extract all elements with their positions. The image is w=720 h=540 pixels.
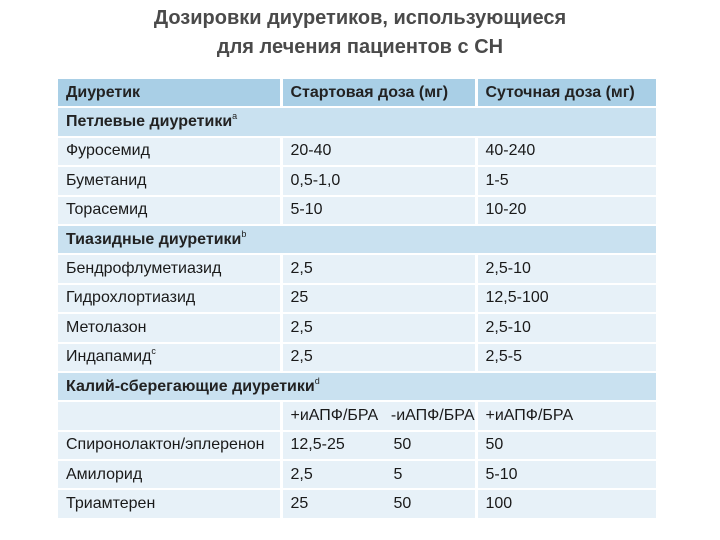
- subheader-daily-with-ace: +иАПФ/БРА: [476, 401, 656, 432]
- daily-dose: 5-10: [476, 460, 656, 491]
- drug-name: Буметанид: [58, 166, 283, 197]
- table-row: Фуросемид 20-40 40-240: [58, 136, 656, 168]
- table-row: Гидрохлортиазид 25 12,5-100: [58, 283, 656, 315]
- footnote-mark: c: [151, 346, 156, 357]
- table-row: Метолазон 2,5 2,5-10: [58, 313, 656, 344]
- dose-with-ace: 12,5-25: [290, 436, 345, 454]
- drug-name: Бендрофлуметиазид: [58, 254, 283, 285]
- drug-name: Индапамидc: [58, 342, 283, 373]
- table-row: Бендрофлуметиазид 2,5 2,5-10: [58, 254, 656, 285]
- start-dose: 25 50: [281, 489, 478, 520]
- table-row: Триамтерен 25 50 100: [58, 489, 656, 520]
- start-dose: 12,5-25 50: [281, 430, 478, 462]
- dose-with-ace: 2,5: [290, 465, 313, 483]
- header-start-dose: Стартовая доза (мг): [281, 79, 478, 109]
- title-line-1: Дозировки диуретиков, использующиеся: [153, 7, 567, 29]
- dose-without-ace: 50: [393, 436, 412, 454]
- drug-name: Спиронолактон/эплеренон: [58, 430, 283, 462]
- daily-dose: 1-5: [476, 166, 656, 197]
- table-row: Торасемид 5-10 10-20: [58, 195, 656, 226]
- drug-name: Амилорид: [58, 460, 283, 491]
- start-dose: 2,5 5: [281, 460, 478, 491]
- header-diuretic: Диуретик: [58, 79, 283, 109]
- start-dose: 2,5: [281, 254, 478, 285]
- group-label-thiazide: Тиазидные диуретикиb: [58, 224, 656, 256]
- table-row: Буметанид 0,5-1,0 1-5: [58, 166, 656, 197]
- footnote-mark: d: [314, 375, 320, 386]
- group-row-thiazide: Тиазидные диуретикиb: [58, 224, 656, 256]
- daily-dose: 12,5-100: [476, 283, 656, 315]
- start-dose: 20-40: [281, 136, 478, 168]
- drug-name: Метолазон: [58, 313, 283, 344]
- table-row: Амилорид 2,5 5 5-10: [58, 460, 656, 491]
- daily-dose: 40-240: [476, 136, 656, 168]
- daily-dose: 2,5-5: [476, 342, 656, 373]
- daily-dose: 2,5-10: [476, 254, 656, 285]
- start-dose: 2,5: [281, 342, 478, 373]
- start-dose: 0,5-1,0: [281, 166, 478, 197]
- start-dose: 2,5: [281, 313, 478, 344]
- daily-dose: 50: [476, 430, 656, 462]
- start-dose: 25: [281, 283, 478, 315]
- dose-without-ace: 5: [393, 465, 403, 483]
- daily-dose: 10-20: [476, 195, 656, 226]
- potassium-subheader-row: +иАПФ/БРА -иАПФ/БРА +иАПФ/БРА: [58, 401, 656, 432]
- dose-without-ace: 50: [393, 495, 412, 513]
- start-dose: 5-10: [281, 195, 478, 226]
- group-row-loop: Петлевые диуретикиa: [58, 107, 656, 138]
- header-daily-dose: Суточная доза (мг): [476, 79, 656, 109]
- subheader-without-ace: -иАПФ/БРА: [390, 406, 475, 424]
- dose-with-ace: 25: [290, 495, 309, 513]
- table-header-row: Диуретик Стартовая доза (мг) Суточная до…: [58, 79, 656, 109]
- footnote-mark: a: [232, 111, 238, 122]
- page-title: Дозировки диуретиков, использующиеся для…: [0, 4, 720, 62]
- footnote-mark: b: [241, 228, 247, 239]
- subheader-with-ace: +иАПФ/БРА: [290, 406, 379, 424]
- table-row: Спиронолактон/эплеренон 12,5-25 50 50: [58, 430, 656, 462]
- empty-cell: [58, 401, 283, 432]
- group-label-loop: Петлевые диуретикиa: [58, 107, 656, 138]
- drug-name: Торасемид: [58, 195, 283, 226]
- daily-dose: 2,5-10: [476, 313, 656, 344]
- title-line-2: для лечения пациентов с СН: [216, 36, 504, 58]
- group-label-potassium: Калий-сберегающие диуретикиd: [58, 371, 656, 403]
- table-row: Индапамидc 2,5 2,5-5: [58, 342, 656, 373]
- daily-dose: 100: [476, 489, 656, 520]
- drug-name: Гидрохлортиазид: [58, 283, 283, 315]
- dosage-table: Диуретик Стартовая доза (мг) Суточная до…: [58, 79, 656, 520]
- group-row-potassium: Калий-сберегающие диуретикиd: [58, 371, 656, 403]
- drug-name: Триамтерен: [58, 489, 283, 520]
- drug-name: Фуросемид: [58, 136, 283, 168]
- subheader-cell: +иАПФ/БРА -иАПФ/БРА: [281, 401, 478, 432]
